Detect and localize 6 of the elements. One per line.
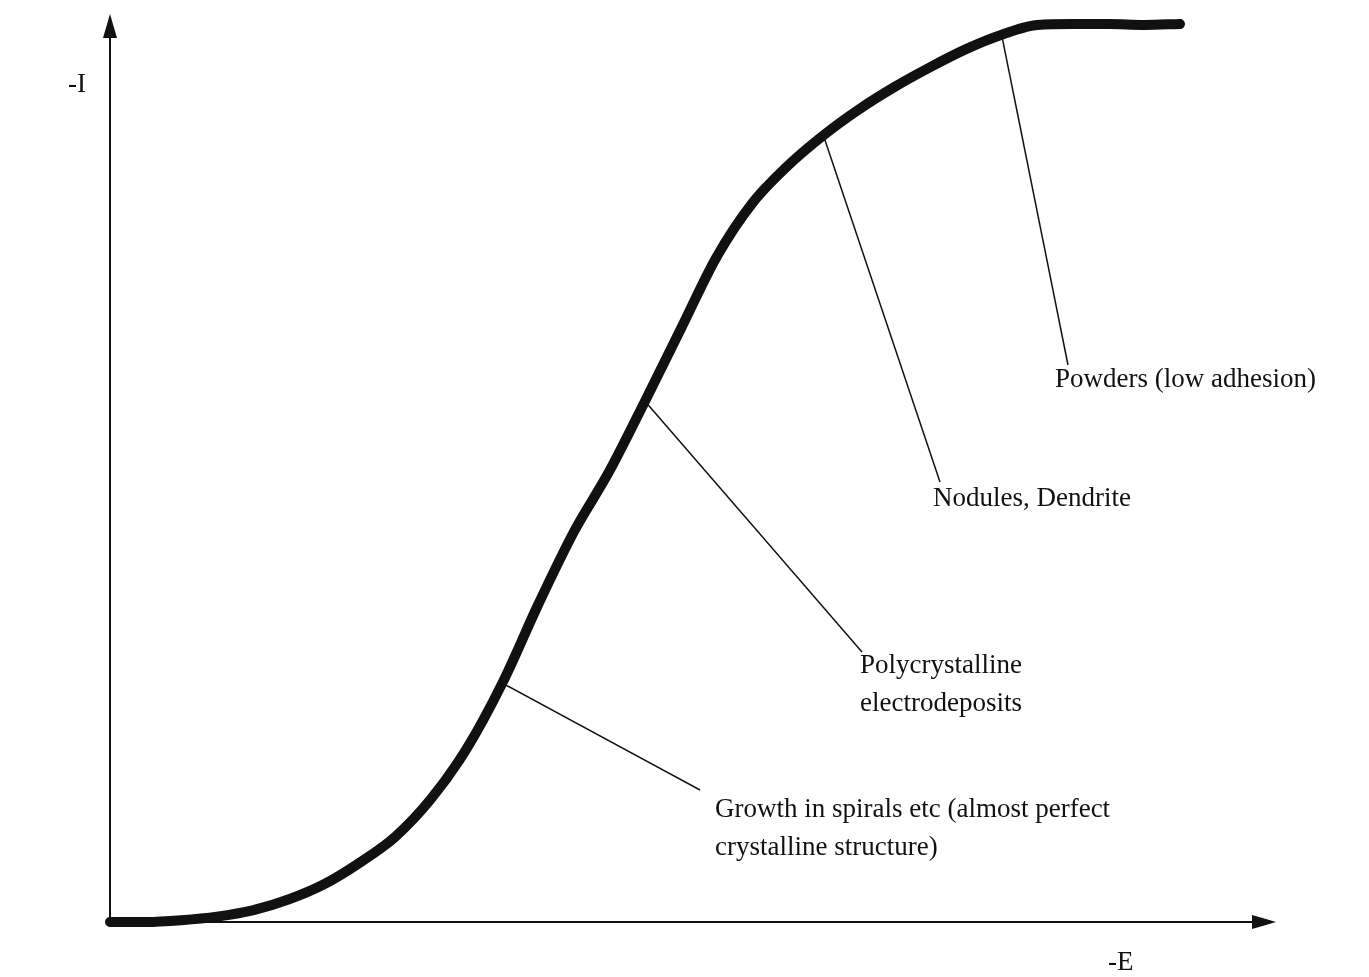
annotation: Growth in spirals etc (almost perfect crystalline structure): [715, 793, 1111, 861]
y-axis-title: -I: [68, 68, 86, 98]
x-axis-title: -E: [1108, 946, 1134, 976]
annotation: Polycrystalline electrodeposits: [860, 649, 1022, 717]
annotation: Nodules, Dendrite: [933, 482, 1131, 512]
annotation: Powders (low adhesion): [1055, 363, 1316, 393]
